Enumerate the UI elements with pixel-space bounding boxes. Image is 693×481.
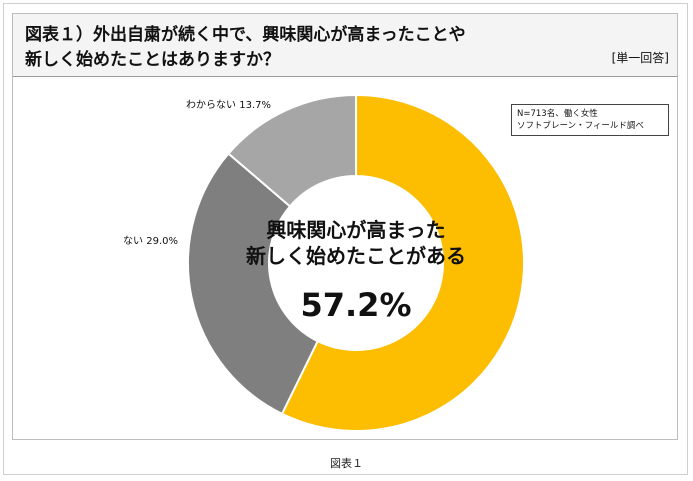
center-label-line-1: 興味関心が高まった — [266, 218, 445, 242]
label-none: ない 29.0% — [123, 235, 178, 247]
slice-unknown — [227, 93, 357, 208]
chart-title-line-2: 新しく始めたことはありますか？ — [25, 50, 280, 70]
source-note: N=713名、働く女性 ソフトブレーン・フィールド調べ — [511, 104, 669, 136]
figure-frame: 図表１）外出自粛が続く中で、興味関心が高まったことや 新しく始めたことはあります… — [3, 3, 688, 475]
source-note-line-1: N=713名、働く女性 — [517, 109, 598, 119]
slice-none — [187, 152, 320, 416]
answer-type-label: [単一回答] — [611, 51, 669, 65]
center-value: 57.2% — [300, 286, 411, 324]
title-divider — [13, 76, 677, 77]
chart-title-line-1: 図表１）外出自粛が続く中で、興味関心が高まったことや — [25, 25, 466, 45]
source-note-line-2: ソフトブレーン・フィールド調べ — [517, 121, 644, 131]
slice-interested — [280, 93, 525, 432]
title-band: 図表１）外出自粛が続く中で、興味関心が高まったことや 新しく始めたことはあります… — [13, 14, 677, 76]
center-label-line-2: 新しく始めたことがある — [246, 244, 466, 268]
chart-container: 図表１）外出自粛が続く中で、興味関心が高まったことや 新しく始めたことはあります… — [12, 13, 678, 440]
figure-caption: 図表１ — [330, 457, 363, 470]
label-unknown: わからない 13.7% — [186, 99, 271, 111]
